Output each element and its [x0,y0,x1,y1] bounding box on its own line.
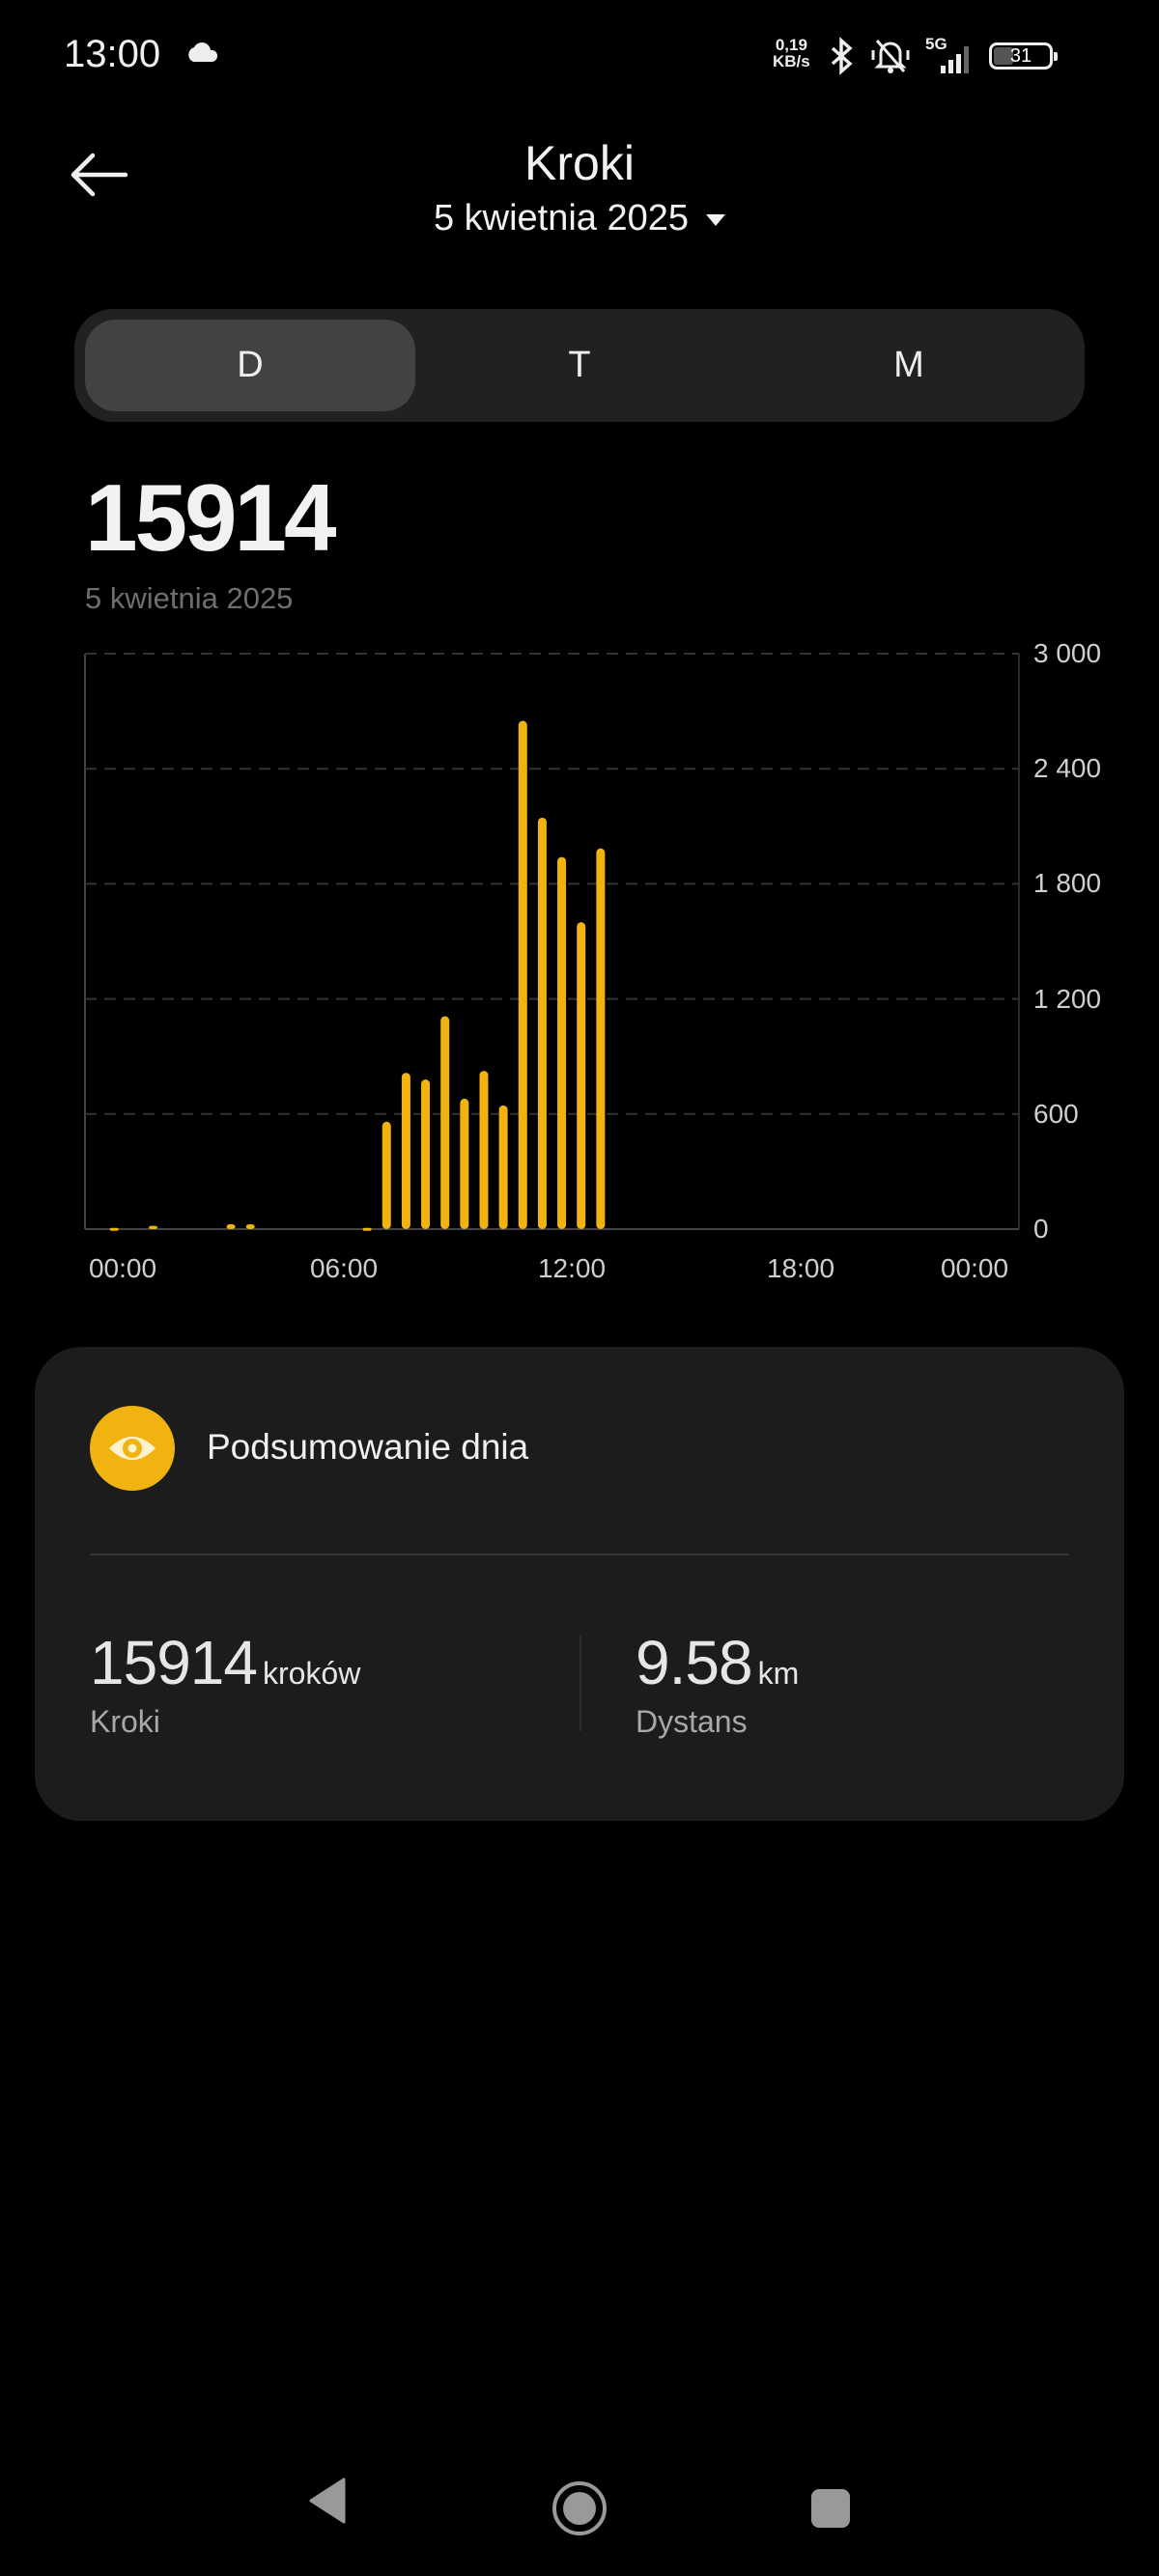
y-tick-label: 3 000 [1033,638,1102,668]
bar-08:30 [421,1079,431,1229]
day-summary-card: Podsumowanie dnia 15914 kroków Kroki 9.58… [35,1347,1124,1821]
tab-week[interactable]: T [568,345,591,385]
page-title: Kroki [524,136,635,190]
bar-03:30 [226,1224,236,1229]
y-tick-label: 600 [1033,1098,1079,1129]
net-speed-unit: KB/s [773,52,810,70]
bluetooth-icon [831,37,853,75]
bar-11:00 [518,720,527,1229]
steps-value: 15914 [90,1628,258,1697]
x-tick-label: 18:00 [766,1253,835,1283]
bar-04:00 [245,1224,255,1229]
y-tick-label: 0 [1033,1214,1049,1244]
bar-09:30 [460,1098,469,1229]
battery-level: 31 [1009,44,1032,67]
x-tick-label: 00:00 [88,1253,157,1283]
x-tick-label: 12:00 [537,1253,607,1283]
bar-09:00 [440,1016,450,1229]
x-tick-label: 00:00 [940,1253,1009,1283]
nav-home-icon[interactable] [551,2479,608,2537]
bar-12:00 [557,856,567,1229]
date-picker[interactable]: 5 kwietnia 2025 [0,198,1159,239]
bar-07:30 [382,1121,391,1229]
nav-back-icon[interactable] [305,2472,352,2530]
tab-month[interactable]: M [893,345,924,385]
bar-07:00 [362,1227,372,1231]
distance-label: Dystans [636,1704,748,1739]
selected-date: 5 kwietnia 2025 [85,581,294,615]
total-steps: 15914 [85,464,337,571]
arrow-left-icon[interactable] [68,150,129,200]
bar-11:30 [537,817,547,1229]
x-tick-label: 06:00 [309,1253,379,1283]
y-tick-label: 2 400 [1033,753,1102,784]
bar-12:30 [577,922,586,1229]
bell-muted-icon [871,40,910,73]
period-tabs: D T M [74,309,1085,422]
distance-unit: km [757,1656,800,1691]
status-time: 13:00 [64,33,161,75]
nav-recents-icon[interactable] [809,2487,852,2530]
distance-value: 9.58 [636,1628,753,1697]
steps-stat: 15914 kroków Kroki [90,1627,360,1740]
bar-01:30 [149,1225,158,1229]
bar-10:00 [479,1071,489,1229]
eye-icon [90,1406,175,1491]
network-type: 5G [925,35,947,53]
signal-icon: 5G [925,35,975,75]
vertical-divider [580,1635,581,1731]
battery-icon: 31 [989,42,1058,70]
caret-down-icon [706,213,726,226]
bar-08:00 [401,1073,410,1229]
divider [90,1554,1069,1555]
network-speed: 0,19 KB/s [773,37,810,70]
bar-00:30 [109,1227,119,1231]
card-title: Podsumowanie dnia [207,1427,529,1467]
cloud-icon [188,42,218,62]
y-tick-label: 1 800 [1033,868,1102,899]
status-icons: 5G 31 [827,35,1058,77]
distance-stat: 9.58 km Dystans [636,1627,799,1740]
net-speed-value: 0,19 [775,36,807,54]
date-picker-label: 5 kwietnia 2025 [433,198,690,238]
steps-label: Kroki [90,1704,160,1739]
tab-day[interactable]: D [85,320,415,411]
steps-unit: kroków [262,1656,361,1691]
bar-13:00 [596,848,606,1229]
steps-chart [84,653,1020,1231]
y-tick-label: 1 200 [1033,983,1102,1014]
bar-10:30 [498,1105,508,1229]
